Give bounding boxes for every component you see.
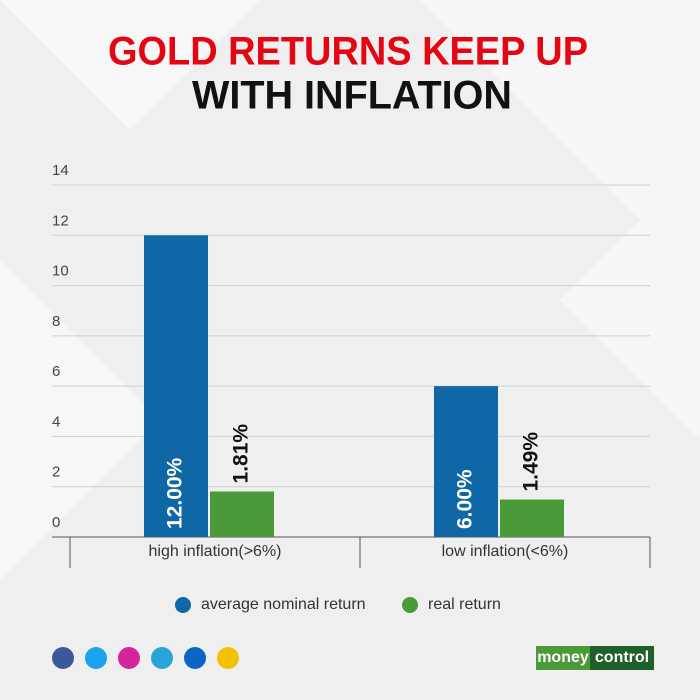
logo-text: money bbox=[537, 649, 589, 666]
social-icons bbox=[52, 647, 239, 669]
data-label: 6.00% bbox=[454, 469, 477, 529]
bar bbox=[500, 499, 564, 537]
y-tick-label: 8 bbox=[52, 313, 60, 330]
legend-marker bbox=[402, 597, 418, 613]
legend-label: real return bbox=[428, 596, 501, 613]
background-pattern bbox=[0, 0, 260, 130]
legend-label: average nominal return bbox=[201, 596, 366, 613]
data-label: 12.00% bbox=[164, 457, 187, 529]
y-tick-label: 6 bbox=[52, 363, 60, 380]
linkedin-icon[interactable] bbox=[184, 647, 206, 669]
logo-box bbox=[590, 646, 654, 670]
background-pattern bbox=[0, 260, 160, 580]
y-tick-label: 2 bbox=[52, 464, 60, 481]
bar bbox=[434, 386, 498, 537]
data-label: 1.81% bbox=[230, 424, 253, 484]
logo-text: control bbox=[595, 649, 649, 666]
y-tick-label: 10 bbox=[52, 263, 69, 280]
data-label: 1.49% bbox=[520, 432, 543, 492]
y-tick-label: 14 bbox=[52, 162, 69, 179]
telegram-icon[interactable] bbox=[151, 647, 173, 669]
bar bbox=[144, 235, 208, 538]
snapchat-icon[interactable] bbox=[217, 647, 239, 669]
chart-title: GOLD RETURNS KEEP UP bbox=[108, 30, 588, 74]
instagram-icon[interactable] bbox=[118, 647, 140, 669]
y-tick-label: 4 bbox=[52, 413, 60, 430]
chart-title: WITH INFLATION bbox=[192, 74, 512, 118]
x-tick-label: low inflation(<6%) bbox=[442, 543, 569, 560]
facebook-icon[interactable] bbox=[52, 647, 74, 669]
y-tick-label: 0 bbox=[52, 514, 60, 531]
bar bbox=[210, 491, 274, 537]
legend-marker bbox=[175, 597, 191, 613]
x-tick-label: high inflation(>6%) bbox=[149, 543, 282, 560]
background-pattern bbox=[420, 0, 700, 280]
y-tick-label: 12 bbox=[52, 212, 69, 229]
twitter-icon[interactable] bbox=[85, 647, 107, 669]
background-pattern bbox=[560, 160, 700, 440]
